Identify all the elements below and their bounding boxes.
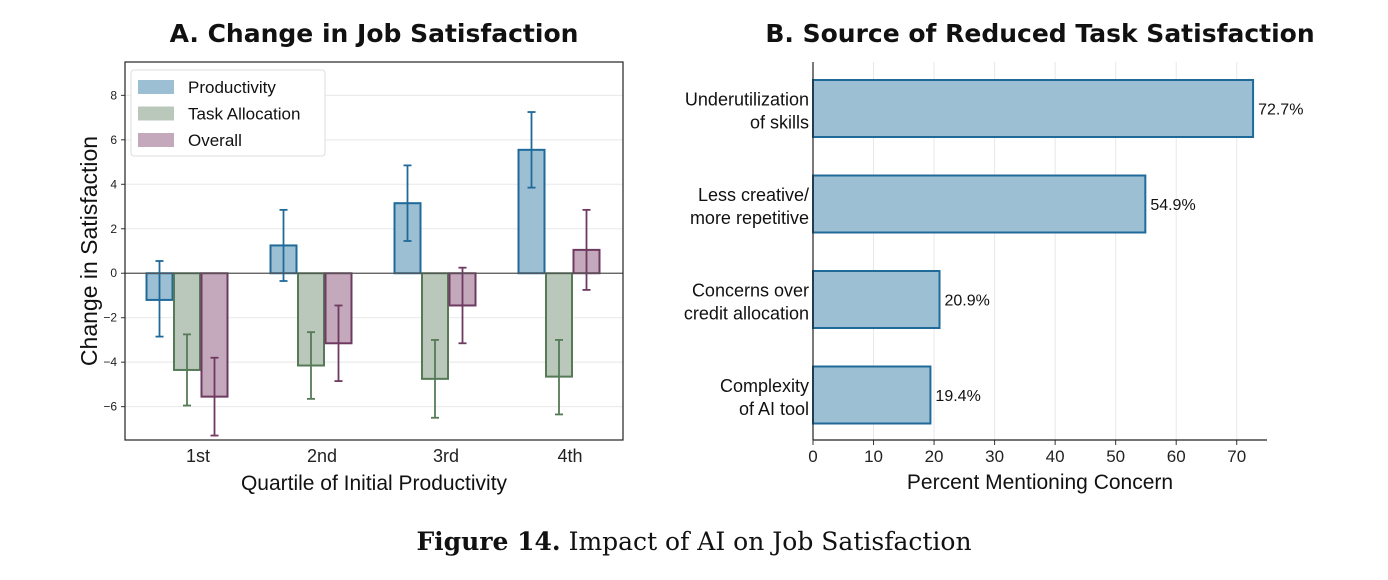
- y-tick-label: Underutilization: [685, 90, 809, 110]
- x-tick-label: 0: [808, 447, 817, 466]
- legend-swatch: [138, 106, 174, 121]
- figure-caption: Figure 14. Impact of AI on Job Satisfact…: [0, 527, 1388, 556]
- y-tick-label: −2: [103, 311, 117, 325]
- y-tick-label: of AI tool: [739, 399, 809, 419]
- bar-concern: [812, 79, 1255, 138]
- y-tick-label: 8: [110, 88, 117, 102]
- x-tick-label: 40: [1046, 447, 1065, 466]
- y-tick-label: 4: [110, 177, 117, 191]
- y-tick-label: 2: [110, 222, 117, 236]
- legend-label: Task Allocation: [188, 105, 300, 124]
- x-tick-label: 1st: [186, 446, 210, 466]
- y-tick-label: −4: [103, 355, 117, 369]
- data-label: 54.9%: [1150, 197, 1195, 214]
- x-tick-label: 20: [925, 447, 944, 466]
- bar-concern: [812, 270, 941, 329]
- chart-b-title: B. Source of Reduced Task Satisfaction: [765, 19, 1314, 48]
- data-label: 20.9%: [945, 293, 990, 310]
- legend-swatch: [138, 80, 174, 94]
- bar-concern: [812, 174, 1147, 234]
- chart-a-title: A. Change in Job Satisfaction: [170, 19, 579, 48]
- plot-frame: [124, 61, 624, 441]
- legend-label: Overall: [188, 131, 242, 150]
- x-tick-label: 70: [1227, 447, 1246, 466]
- caption-label: Figure 14.: [416, 527, 561, 556]
- y-tick-label: credit allocation: [684, 304, 809, 324]
- y-tick-label: Complexity: [720, 376, 809, 396]
- x-tick-label: 10: [864, 447, 883, 466]
- bar-concern: [812, 365, 932, 425]
- data-label: 72.7%: [1258, 102, 1303, 119]
- x-tick-label: 50: [1106, 447, 1125, 466]
- x-tick-label: 30: [985, 447, 1004, 466]
- legend-label: Productivity: [188, 78, 276, 97]
- y-tick-label: Concerns over: [692, 281, 809, 301]
- x-axis-label: Quartile of Initial Productivity: [241, 472, 508, 495]
- data-label: 19.4%: [935, 388, 980, 405]
- x-tick-label: 4th: [557, 446, 582, 466]
- y-tick-label: 6: [110, 133, 117, 147]
- y-tick-label: 0: [110, 266, 117, 280]
- legend-box: [130, 69, 326, 157]
- x-tick-label: 2nd: [307, 446, 337, 466]
- y-tick-label: Less creative/: [698, 185, 809, 205]
- caption-text: Impact of AI on Job Satisfaction: [560, 527, 972, 556]
- x-tick-label: 60: [1167, 447, 1186, 466]
- y-tick-label: more repetitive: [690, 208, 809, 228]
- y-tick-label: −6: [103, 400, 117, 414]
- x-tick-label: 3rd: [433, 446, 459, 466]
- y-axis-label: Change in Satisfaction: [76, 136, 102, 366]
- legend-swatch: [138, 133, 174, 147]
- y-tick-label: of skills: [750, 113, 809, 133]
- x-axis-label: Percent Mentioning Concern: [907, 471, 1173, 494]
